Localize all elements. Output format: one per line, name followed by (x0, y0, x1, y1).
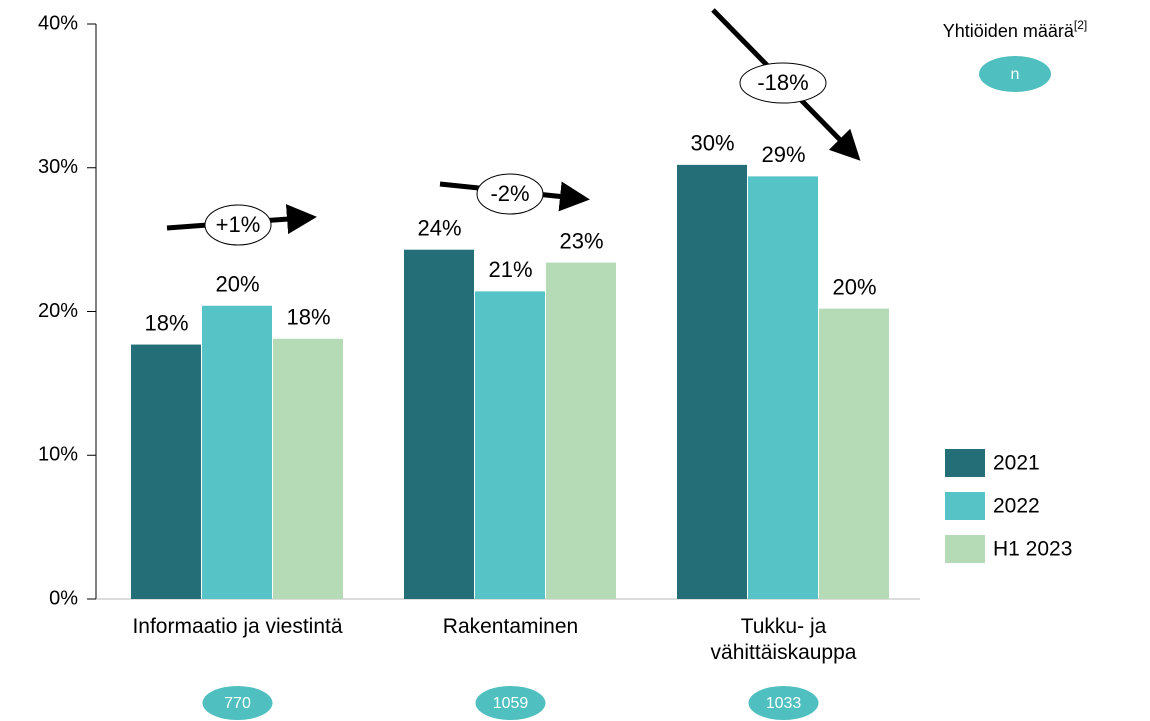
value-label: 20% (832, 274, 876, 299)
change-bubble (739, 62, 827, 104)
count-label: 1059 (493, 695, 529, 712)
count-label: 770 (224, 695, 251, 712)
count-symbol-badge (979, 56, 1051, 92)
bar (475, 291, 545, 599)
bar (819, 308, 889, 599)
x-tick-label: Rakentaminen (442, 615, 579, 638)
value-label: 23% (559, 228, 603, 253)
value-label: 18% (144, 310, 188, 335)
y-tick-label: 30% (38, 156, 78, 178)
bar (273, 338, 343, 599)
change-label: -18% (757, 70, 808, 95)
y-tick-label: 10% (38, 444, 78, 466)
bar (404, 249, 474, 599)
value-label: 18% (286, 305, 330, 330)
y-tick-label: 20% (38, 300, 78, 322)
value-label: 24% (417, 216, 461, 241)
value-label: 30% (690, 131, 734, 156)
change-label: -2% (490, 181, 529, 206)
x-tick-label: Informaatio ja viestintä (132, 615, 343, 638)
bar (131, 344, 201, 599)
legend-label: H1 2023 (993, 538, 1072, 561)
legend-swatch (945, 492, 985, 520)
legend-label: 2021 (993, 452, 1040, 475)
count-badge (202, 686, 273, 720)
count-badge (748, 686, 819, 720)
count-legend-title: Yhtiöiden määrä[2] (943, 18, 1087, 41)
change-label: +1% (216, 212, 261, 237)
bar (202, 305, 272, 599)
count-badge (475, 686, 546, 720)
y-tick-label: 0% (49, 587, 78, 609)
count-label: Yhtiöiden määrä (943, 21, 1075, 41)
value-label: 29% (761, 142, 805, 167)
bar (677, 164, 747, 599)
legend-swatch (945, 535, 985, 563)
count-label: 1033 (766, 695, 802, 712)
value-label: 20% (215, 272, 259, 297)
bar (748, 176, 818, 599)
value-label: 21% (488, 257, 532, 282)
change-bubble (204, 204, 272, 246)
y-tick-label: 40% (38, 12, 78, 34)
change-bubble (476, 173, 544, 215)
bar (546, 262, 616, 599)
count-label-note: [2] (1074, 18, 1087, 32)
x-tick-label: Tukku- ja vähittäiskauppa (710, 615, 857, 664)
legend-swatch (945, 449, 985, 477)
count-symbol: n (1011, 66, 1020, 83)
legend-label: 2022 (993, 495, 1040, 518)
